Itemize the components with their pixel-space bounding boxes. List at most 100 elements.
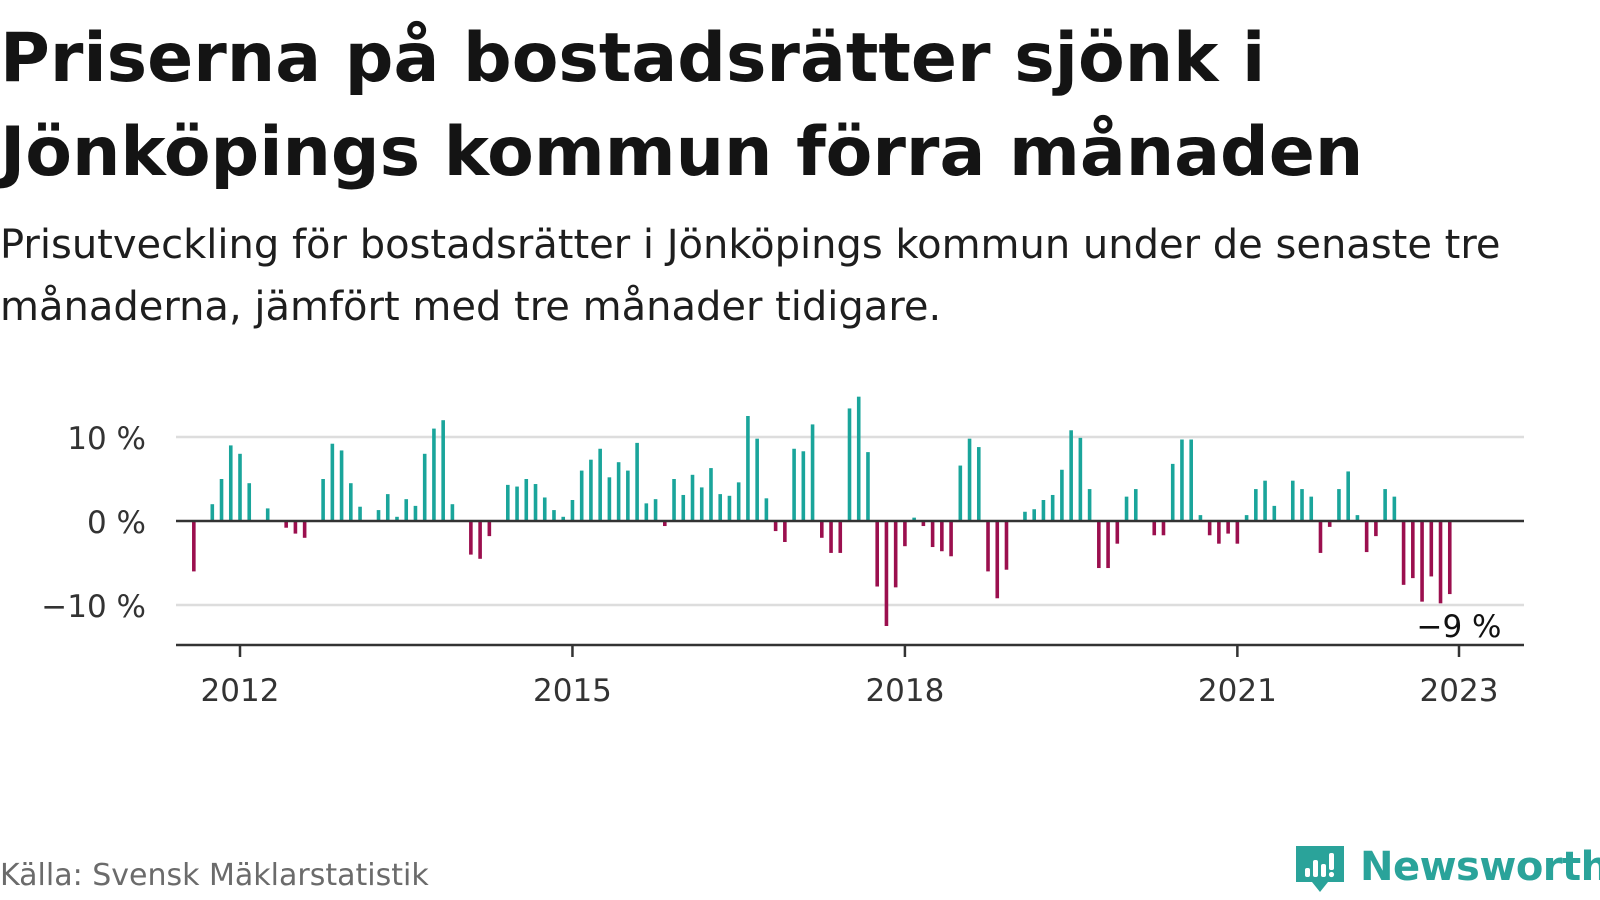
bar [210,504,215,521]
bar [1364,521,1369,553]
bar [1318,521,1323,553]
bar [976,447,981,521]
brand-name: Newsworthy [1360,844,1600,890]
bar [903,521,907,547]
bar [1300,489,1304,521]
bar [1447,521,1452,595]
x-tick-label: 2012 [201,673,280,709]
x-tick-label: 2015 [533,673,612,709]
bar [395,516,399,521]
bar [1004,521,1009,570]
bar [1244,515,1249,521]
bar [432,428,436,521]
bar [1355,515,1360,521]
bar [441,420,445,521]
bar [893,521,898,588]
bar [1438,521,1443,604]
bar [589,459,593,521]
bar [450,504,455,521]
bar [856,396,861,521]
bar [773,521,778,532]
bar [792,448,796,521]
bar [635,442,639,521]
bar [469,521,473,555]
bar [1069,430,1073,521]
bar [1327,521,1332,527]
bar [284,521,288,528]
bar [1097,521,1101,569]
bar [1272,505,1277,521]
y-tick-label: 10 % [67,421,146,457]
bar [1392,496,1397,521]
bar [192,521,196,572]
bar [764,498,769,521]
bar [552,510,556,521]
bar [755,438,759,521]
bar [626,470,630,521]
bar [542,497,547,521]
bar [1226,521,1230,534]
bar [228,445,233,521]
bar [930,521,935,548]
bar [1060,469,1064,521]
bar [1420,521,1424,602]
bar [524,479,529,521]
bar [663,521,667,527]
bar [644,503,649,521]
bar [1411,521,1415,579]
bar [376,510,381,521]
bar [958,465,963,521]
bar [967,438,972,521]
bar [247,483,252,521]
bar [709,468,713,521]
bar [1290,480,1295,521]
x-tick-label: 2023 [1420,673,1499,709]
bar [506,484,510,521]
bar [921,521,926,527]
bar [1383,489,1387,521]
bar [1235,521,1240,544]
bar [810,424,815,521]
bar [1337,489,1341,521]
chart-subtitle: Prisutveckling för bostadsrätter i Jönkö… [0,222,1501,330]
bar [736,482,741,521]
source-note: Källa: Svensk Mäklarstatistik [0,858,429,893]
bar [570,500,575,521]
bar [1161,521,1166,536]
bar [783,521,787,542]
y-tick-label: −10 % [41,589,146,625]
bar [404,499,409,521]
bar [302,521,307,538]
bar [699,487,704,521]
bar [1041,500,1046,521]
bar [986,521,990,572]
bar [1106,521,1110,569]
bar [1429,521,1434,577]
bar [866,452,870,521]
bar [349,483,353,521]
bar [820,521,824,538]
bar [598,448,602,521]
bar [1170,463,1175,521]
bar [515,486,519,521]
bar [579,470,584,521]
bar [413,505,418,521]
bar [995,521,1000,599]
brand-block[interactable]: Newsworthy [1292,842,1600,898]
bar [1078,437,1083,521]
bar [385,494,390,521]
bar [847,408,852,521]
bar [358,506,362,521]
x-tick-label: 2018 [865,673,944,709]
bar [487,521,492,537]
bar [653,499,658,521]
bar [1023,511,1027,521]
bar [1189,439,1193,521]
bar [616,462,621,521]
bar [884,521,889,626]
bar [801,451,806,521]
bar [912,517,916,521]
bar [718,494,723,521]
bar [293,521,298,534]
bar [1124,496,1129,521]
